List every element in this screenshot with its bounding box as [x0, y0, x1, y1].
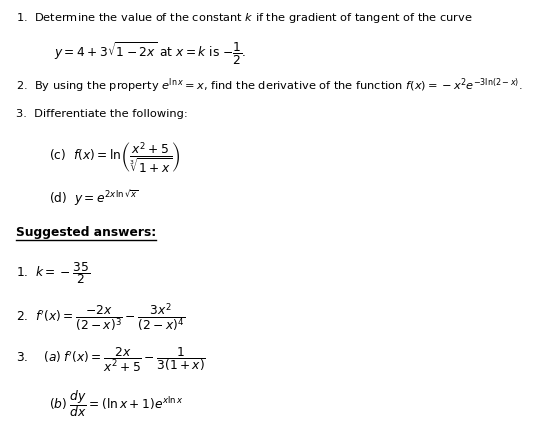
- Text: 1.  $k = -\dfrac{35}{2}$: 1. $k = -\dfrac{35}{2}$: [16, 260, 90, 285]
- Text: Suggested answers:: Suggested answers:: [16, 226, 157, 239]
- Text: 1.  Determine the value of the constant $k$ if the gradient of tangent of the cu: 1. Determine the value of the constant $…: [16, 11, 473, 25]
- Text: (d)  $y = e^{2x \ln \sqrt{x}}$: (d) $y = e^{2x \ln \sqrt{x}}$: [49, 187, 139, 207]
- Text: $(b)\; \dfrac{dy}{dx} = (\ln x + 1)e^{x\ln x}$: $(b)\; \dfrac{dy}{dx} = (\ln x + 1)e^{x\…: [49, 388, 183, 418]
- Text: $y = 4 + 3\sqrt{1-2x}$ at $x = k$ is $-\dfrac{1}{2}$.: $y = 4 + 3\sqrt{1-2x}$ at $x = k$ is $-\…: [54, 40, 246, 66]
- Text: 3.  Differentiate the following:: 3. Differentiate the following:: [16, 109, 188, 118]
- Text: 2.  $f'(x) = \dfrac{-2x}{(2-x)^3} - \dfrac{3x^2}{(2-x)^4}$: 2. $f'(x) = \dfrac{-2x}{(2-x)^3} - \dfra…: [16, 300, 185, 333]
- Text: 3.    $(a)\; f'(x) = \dfrac{2x}{x^2+5} - \dfrac{1}{3(1+x)}$: 3. $(a)\; f'(x) = \dfrac{2x}{x^2+5} - \d…: [16, 345, 206, 373]
- Text: 2.  By using the property $e^{\ln x} = x$, find the derivative of the function $: 2. By using the property $e^{\ln x} = x$…: [16, 77, 523, 95]
- Text: (c)  $f(x) = \ln\!\left(\dfrac{x^2+5}{\sqrt[3]{1+x}}\right)$: (c) $f(x) = \ln\!\left(\dfrac{x^2+5}{\sq…: [49, 140, 180, 175]
